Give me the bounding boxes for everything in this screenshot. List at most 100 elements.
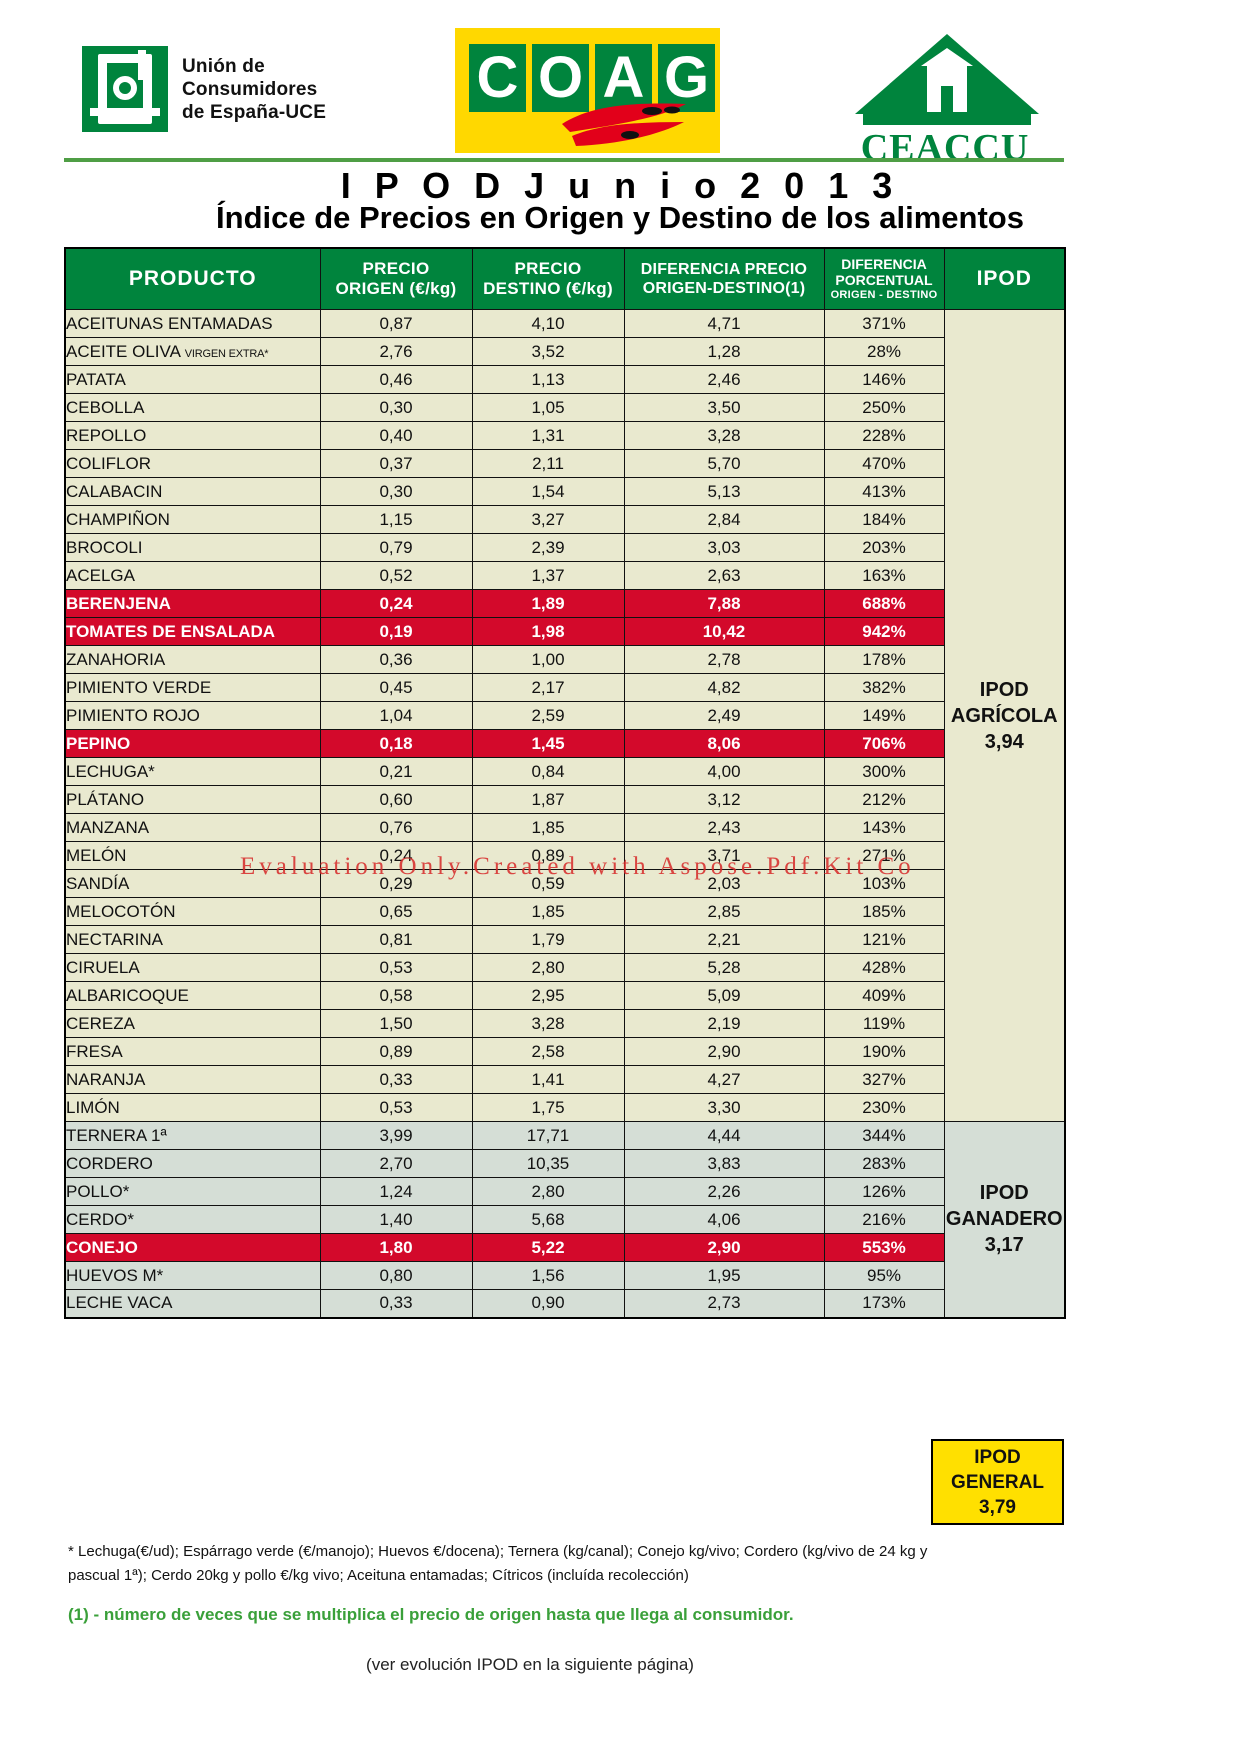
- cell-precio-origen: 0,60: [319, 785, 473, 814]
- cell-producto: PEPINO: [64, 729, 321, 758]
- cell-precio-destino: 2,80: [471, 953, 625, 982]
- cell-diferencia-precio: 4,82: [623, 673, 825, 702]
- table-row: CONEJO 1,80 5,22 2,90 553%: [64, 1233, 1065, 1262]
- cell-producto: REPOLLO: [64, 421, 321, 450]
- table-row: CEREZA 1,50 3,28 2,19 119%: [64, 1009, 1065, 1038]
- cell-precio-destino: 3,28: [471, 1009, 625, 1038]
- cell-precio-origen: 0,21: [319, 757, 473, 786]
- cell-diferencia-porcentual: 143%: [823, 813, 945, 842]
- header-pct-l1: DIFERENCIA: [841, 256, 927, 272]
- cell-precio-destino: 5,22: [471, 1233, 625, 1262]
- table-row: TOMATES DE ENSALADA 0,19 1,98 10,42 942%: [64, 617, 1065, 646]
- cell-diferencia-precio: 2,90: [623, 1037, 825, 1066]
- table-body: ACEITUNAS ENTAMADAS 0,87 4,10 4,71 371% IPOD A…: [64, 309, 1066, 1318]
- cell-diferencia-porcentual: 126%: [823, 1177, 945, 1206]
- cell-producto: TOMATES DE ENSALADA: [64, 617, 321, 646]
- table-row: CEBOLLA 0,30 1,05 3,50 250%: [64, 393, 1065, 422]
- cell-diferencia-precio: 2,19: [623, 1009, 825, 1038]
- cell-precio-origen: 1,15: [319, 505, 473, 534]
- cell-diferencia-precio: 2,84: [623, 505, 825, 534]
- cell-diferencia-porcentual: 271%: [823, 841, 945, 870]
- table-row: CIRUELA 0,53 2,80 5,28 428%: [64, 953, 1065, 982]
- cell-diferencia-porcentual: 228%: [823, 421, 945, 450]
- cell-producto: FRESA: [64, 1037, 321, 1066]
- ipod-general-label-1: IPOD: [974, 1446, 1021, 1468]
- table-row: CHAMPIÑON 1,15 3,27 2,84 184%: [64, 505, 1065, 534]
- table-row: LECHUGA* 0,21 0,84 4,00 300%: [64, 757, 1065, 786]
- cell-precio-destino: 2,80: [471, 1177, 625, 1206]
- cell-diferencia-precio: 3,03: [623, 533, 825, 562]
- cell-diferencia-precio: 2,49: [623, 701, 825, 730]
- cell-precio-destino: 2,17: [471, 673, 625, 702]
- table-row: ACELGA 0,52 1,37 2,63 163%: [64, 561, 1065, 590]
- ipod-general-box: IPOD GENERAL 3,79: [931, 1439, 1064, 1525]
- cell-diferencia-porcentual: 184%: [823, 505, 945, 534]
- cell-diferencia-precio: 4,06: [623, 1205, 825, 1234]
- table-row: TERNERA 1ª 3,99 17,71 4,44 344% IPOD GANADERO 3…: [64, 1121, 1066, 1318]
- cell-precio-origen: 0,40: [319, 421, 473, 450]
- cell-diferencia-porcentual: 173%: [823, 1289, 945, 1318]
- cell-diferencia-precio: 3,12: [623, 785, 825, 814]
- ipod-agricola-cell: IPOD AGRÍCOLA 3,94: [943, 309, 1066, 1122]
- cell-producto: CIRUELA: [64, 953, 321, 982]
- cell-producto: NARANJA: [64, 1065, 321, 1094]
- cell-precio-destino: 0,90: [471, 1289, 625, 1318]
- uce-line-3: de España-UCE: [182, 101, 327, 123]
- cell-precio-destino: 2,59: [471, 701, 625, 730]
- cell-diferencia-precio: 4,00: [623, 757, 825, 786]
- cell-precio-destino: 5,68: [471, 1205, 625, 1234]
- cell-producto: ACEITE OLIVA VIRGEN EXTRA*: [64, 337, 321, 366]
- cell-diferencia-precio: 10,42: [623, 617, 825, 646]
- cell-diferencia-porcentual: 103%: [823, 869, 945, 898]
- ipod-price-table: PRODUCTO PRECIO ORIGEN (€/kg) PRECIO DES…: [64, 247, 1066, 1319]
- ceaccu-logo: CEACCU: [845, 34, 1045, 169]
- ipod-agricola-value: 3,94: [984, 730, 1024, 753]
- cell-precio-origen: 0,24: [319, 841, 473, 870]
- table-row: LECHE VACA 0,33 0,90 2,73 173%: [64, 1289, 1065, 1318]
- cell-diferencia-porcentual: 283%: [823, 1149, 945, 1178]
- cell-diferencia-porcentual: 95%: [823, 1261, 945, 1290]
- cell-precio-origen: 0,36: [319, 645, 473, 674]
- cell-diferencia-precio: 4,44: [623, 1121, 825, 1150]
- cell-diferencia-porcentual: 688%: [823, 589, 945, 618]
- cell-producto: PATATA: [64, 365, 321, 394]
- cell-precio-destino: 1,00: [471, 645, 625, 674]
- ipod-general-label-2: GENERAL: [951, 1471, 1044, 1493]
- cell-diferencia-porcentual: 121%: [823, 925, 945, 954]
- cell-diferencia-precio: 2,03: [623, 869, 825, 898]
- cell-producto: LECHUGA*: [64, 757, 321, 786]
- table-row: ACEITUNAS ENTAMADAS 0,87 4,10 4,71 371% IPOD A…: [64, 309, 1066, 1122]
- table-row: CERDO* 1,40 5,68 4,06 216%: [64, 1205, 1065, 1234]
- cell-precio-destino: 1,89: [471, 589, 625, 618]
- header-producto: PRODUCTO: [64, 247, 321, 310]
- cell-precio-origen: 1,50: [319, 1009, 473, 1038]
- cell-precio-destino: 1,37: [471, 561, 625, 590]
- uce-line-1: Unión de: [182, 55, 265, 77]
- cell-precio-origen: 0,24: [319, 589, 473, 618]
- cell-diferencia-precio: 3,83: [623, 1149, 825, 1178]
- cell-diferencia-precio: 2,90: [623, 1233, 825, 1262]
- table-row: BROCOLI 0,79 2,39 3,03 203%: [64, 533, 1065, 562]
- header-precio-origen-l1: PRECIO: [362, 259, 430, 278]
- uce-logo: Unión de Consumidores de España-UCE: [82, 46, 326, 132]
- header-diferencia-l1: DIFERENCIA PRECIO: [640, 261, 808, 278]
- cell-precio-destino: 1,45: [471, 729, 625, 758]
- cell-diferencia-precio: 1,95: [623, 1261, 825, 1290]
- cell-diferencia-precio: 2,46: [623, 365, 825, 394]
- cell-diferencia-porcentual: 190%: [823, 1037, 945, 1066]
- cell-precio-destino: 1,05: [471, 393, 625, 422]
- cell-producto: SANDÍA: [64, 869, 321, 898]
- cell-diferencia-porcentual: 344%: [823, 1121, 945, 1150]
- cell-diferencia-porcentual: 428%: [823, 953, 945, 982]
- table-row: FRESA 0,89 2,58 2,90 190%: [64, 1037, 1065, 1066]
- header-diferencia-l2: ORIGEN-DESTINO(1): [642, 280, 806, 297]
- logo-bar: Unión de Consumidores de España-UCE C O …: [0, 14, 1240, 169]
- cell-producto: MELÓN: [64, 841, 321, 870]
- table-row: ALBARICOQUE 0,58 2,95 5,09 409%: [64, 981, 1065, 1010]
- cell-diferencia-porcentual: 371%: [823, 309, 945, 338]
- ipod-ganadero-l1: IPOD: [979, 1182, 1029, 1205]
- footnote-star: * Lechuga(€/ud); Espárrago verde (€/mano…: [68, 1543, 928, 1584]
- cell-precio-origen: 0,45: [319, 673, 473, 702]
- cell-diferencia-porcentual: 163%: [823, 561, 945, 590]
- header-precio-destino: PRECIO DESTINO (€/kg): [471, 247, 625, 310]
